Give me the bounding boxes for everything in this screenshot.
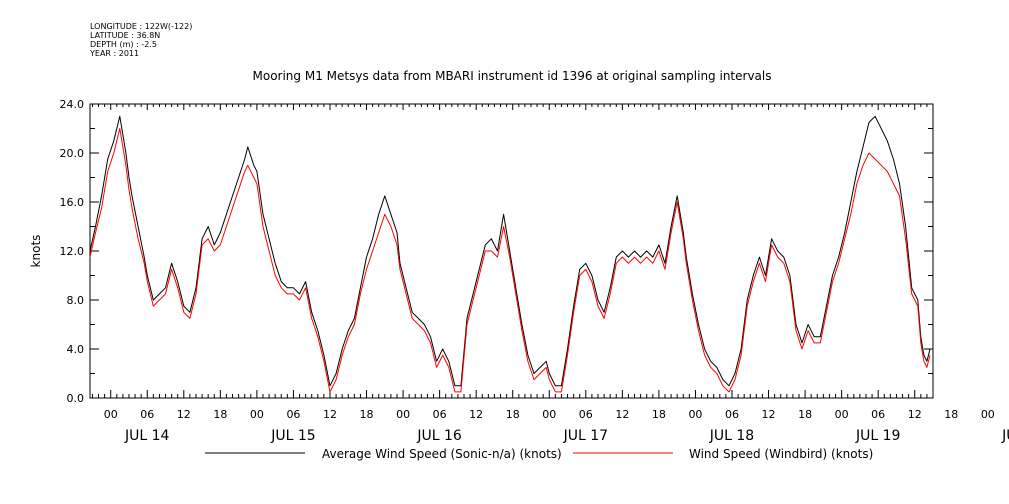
x-tick-label: 18: [506, 408, 520, 421]
x-tick-label: 12: [323, 408, 337, 421]
latitude-text: LATITUDE : 36.8N: [90, 31, 161, 40]
x-axis: 00 06 12 18 00 06 12 18 00 06 12 18 00 06 12 18 00 06 12 18…: [91, 104, 1009, 444]
day-label: JUL 20: [1001, 428, 1009, 444]
day-label: JUL 15: [270, 428, 315, 444]
y-tick-label: 12.0: [60, 245, 85, 258]
day-label: JUL 17: [563, 428, 608, 444]
x-tick-label: 18: [360, 408, 374, 421]
y-axis-title: knots: [29, 235, 43, 268]
y-tick-label: 8.0: [67, 294, 85, 307]
y-tick-label: 0.0: [67, 392, 85, 405]
x-tick-label: 00: [250, 408, 264, 421]
day-label: JUL 16: [416, 428, 462, 444]
y-tick-label: 20.0: [60, 147, 85, 160]
x-tick-label: 06: [286, 408, 300, 421]
day-label: JUL 18: [709, 428, 754, 444]
x-tick-label: 18: [213, 408, 227, 421]
x-tick-label: 06: [725, 408, 739, 421]
x-tick-label: 06: [140, 408, 154, 421]
series-layer: [89, 115, 931, 393]
x-tick-label: 00: [835, 408, 849, 421]
x-tick-label: 00: [396, 408, 410, 421]
x-tick-label: 12: [177, 408, 191, 421]
series-line-windbird: [89, 128, 931, 393]
year-text: YEAR : 2011: [90, 49, 140, 58]
x-tick-label: 06: [433, 408, 447, 421]
x-tick-label: 18: [652, 408, 666, 421]
x-tick-label: 12: [469, 408, 483, 421]
y-tick-label: 16.0: [60, 196, 85, 209]
x-tick-label: 18: [944, 408, 958, 421]
legend-label-sonic: Average Wind Speed (Sonic-n/a) (knots): [322, 447, 562, 461]
series-line-sonic: [89, 115, 931, 387]
legend-label-windbird: Wind Speed (Windbird) (knots): [689, 447, 873, 461]
legend: Average Wind Speed (Sonic-n/a) (knots) W…: [205, 447, 873, 461]
chart-title: Mooring M1 Metsys data from MBARI instru…: [253, 69, 772, 83]
plot-frame: [89, 103, 934, 399]
x-tick-label: 12: [615, 408, 629, 421]
x-tick-label: 00: [688, 408, 702, 421]
x-tick-label: 00: [981, 408, 995, 421]
y-axis: 0.0 4.0 8.0 12.0 16.0 20.0 24.0: [60, 98, 933, 405]
x-tick-label: 00: [104, 408, 118, 421]
x-tick-label: 06: [579, 408, 593, 421]
station-metadata: LONGITUDE : 122W(-122) LATITUDE : 36.8N …: [90, 22, 192, 58]
day-label: JUL 14: [124, 428, 170, 444]
x-tick-label: 00: [542, 408, 556, 421]
day-label: JUL 19: [855, 428, 900, 444]
depth-text: DEPTH (m) : -2.5: [90, 40, 157, 49]
y-tick-label: 24.0: [60, 98, 85, 111]
x-tick-label: 12: [908, 408, 922, 421]
longitude-text: LONGITUDE : 122W(-122): [90, 22, 193, 31]
x-tick-label: 06: [871, 408, 885, 421]
y-tick-label: 4.0: [67, 343, 85, 356]
x-tick-label: 18: [798, 408, 812, 421]
x-tick-label: 12: [762, 408, 776, 421]
